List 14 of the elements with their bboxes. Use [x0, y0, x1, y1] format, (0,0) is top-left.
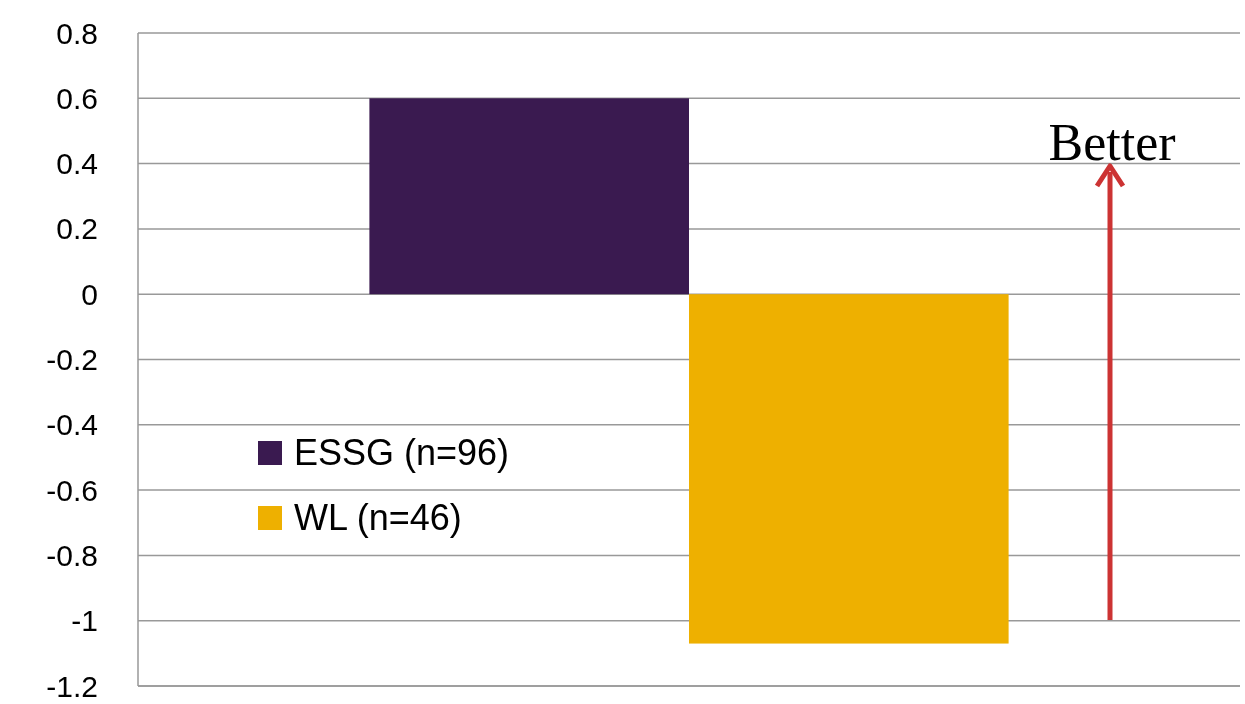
legend-label: ESSG (n=96)	[294, 431, 510, 473]
y-tick-label: -1.2	[46, 669, 98, 703]
y-tick-label: -1	[71, 604, 98, 638]
y-tick-label: 0.2	[56, 212, 98, 246]
y-tick-label: -0.2	[46, 343, 98, 376]
y-tick-label: 0.6	[56, 81, 98, 115]
legend-label: WL (n=46)	[294, 496, 462, 538]
y-tick-label: 0.8	[56, 16, 98, 50]
y-tick-label: -0.4	[46, 408, 98, 442]
y-tick-label: -0.6	[46, 473, 98, 507]
y-tick-label: -0.8	[46, 538, 98, 572]
annotation: Better	[1048, 114, 1176, 171]
y-tick-label: 0.4	[56, 147, 98, 181]
y-tick-label: 0	[81, 277, 98, 311]
